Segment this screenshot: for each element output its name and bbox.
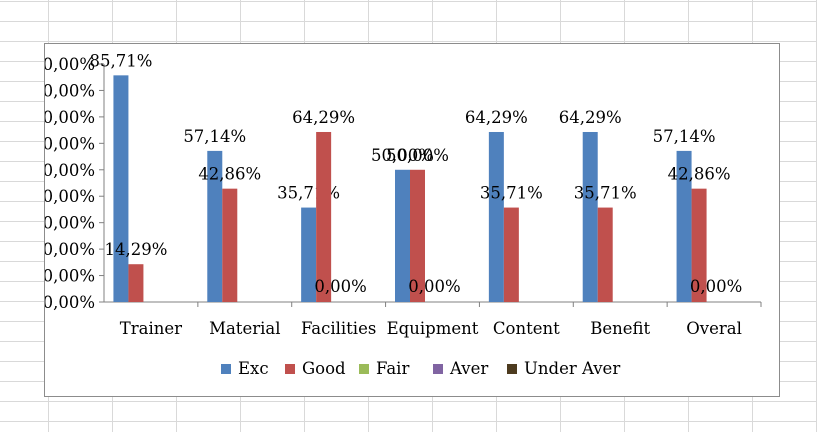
bar [676,150,692,302]
bar [113,75,129,302]
bar [691,188,707,302]
data-label: 0,00% [314,277,366,296]
x-category-label: Equipment [387,319,479,338]
y-tick-label: 40,00% [45,187,95,206]
y-tick-label: 10,00% [45,267,95,286]
legend-label: Fair [376,359,409,378]
legend-swatch [433,364,443,374]
data-label: 57,14% [653,127,716,146]
data-label: 35,71% [480,184,543,203]
data-label: 64,29% [559,108,622,127]
bar [222,188,238,302]
bar [395,169,410,302]
y-tick-label: 30,00% [45,214,95,233]
x-category-label: Content [493,319,560,338]
legend-label: Under Aver [524,359,620,378]
y-tick-label: 90,00% [45,55,95,74]
bar-chart: 0,00% 10,00% 20,00% 30,00% 40,00% 50,00% 60,00… [45,51,762,378]
x-category-label: Overal [686,319,742,338]
legend-label: Aver [449,359,488,378]
data-label: 0,00% [690,277,742,296]
bar [410,169,425,302]
data-label: 42,86% [198,165,261,184]
chart-area[interactable]: 0,00% 10,00% 20,00% 30,00% 40,00% 50,00% 60,00… [44,43,780,397]
bar [128,264,144,302]
legend-swatch [359,364,369,374]
legend-swatch [285,364,295,374]
x-category-label: Benefit [590,319,650,338]
y-tick-label: 70,00% [45,108,95,127]
bar [503,207,519,302]
data-label: 14,29% [104,240,167,259]
data-label: 64,29% [465,108,528,127]
y-tick-label: 60,00% [45,134,95,153]
legend-swatch [221,364,231,374]
x-category-label: Trainer [120,319,182,338]
y-tick-label: 80,00% [45,81,95,100]
data-label: 64,29% [292,108,355,127]
x-category-label: Material [209,319,280,338]
data-label: 50,00% [386,146,449,165]
y-tick-label: 20,00% [45,240,95,259]
bar [301,207,317,302]
y-tick-label: 50,00% [45,161,95,180]
bar [597,207,613,302]
data-label: 0,00% [408,277,460,296]
x-category-label: Facilities [301,319,376,338]
data-label: 50,00% [371,146,434,165]
data-label: 42,86% [668,165,731,184]
data-label: 57,14% [183,127,246,146]
data-label: 85,71% [89,51,152,70]
bar [207,150,223,302]
legend-swatch [507,364,517,374]
bar [488,131,504,302]
data-label: 35,71% [574,184,637,203]
y-tick-label: 0,00% [45,293,95,312]
bar [316,131,332,302]
legend-label: Good [302,359,346,378]
legend-label: Exc [238,359,269,378]
bar [582,131,598,302]
